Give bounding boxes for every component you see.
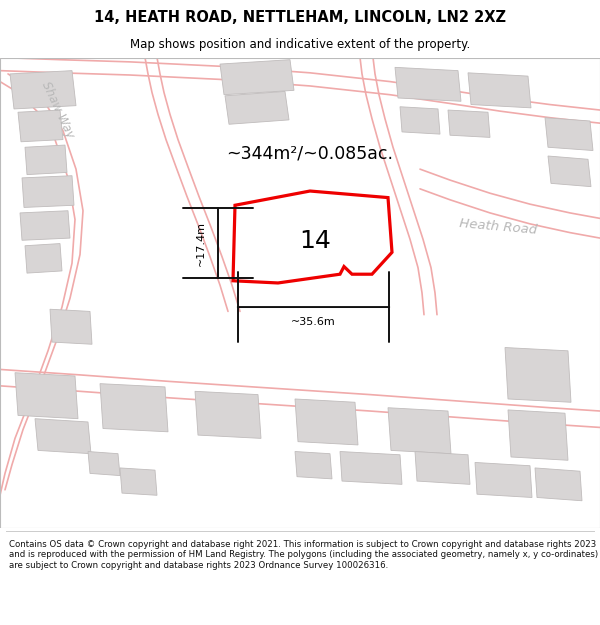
Polygon shape: [35, 419, 91, 454]
Polygon shape: [415, 451, 470, 484]
Polygon shape: [18, 110, 63, 142]
Polygon shape: [548, 156, 591, 187]
Polygon shape: [340, 451, 402, 484]
Text: 14: 14: [299, 229, 331, 253]
Polygon shape: [220, 60, 294, 95]
Text: Shaw Way: Shaw Way: [39, 80, 77, 141]
Text: ~344m²/~0.085ac.: ~344m²/~0.085ac.: [227, 145, 394, 163]
Polygon shape: [100, 384, 168, 432]
Polygon shape: [25, 244, 62, 273]
Polygon shape: [475, 462, 532, 498]
Polygon shape: [535, 468, 582, 501]
Text: Contains OS data © Crown copyright and database right 2021. This information is : Contains OS data © Crown copyright and d…: [9, 540, 598, 569]
Polygon shape: [468, 73, 531, 108]
Text: 14, HEATH ROAD, NETTLEHAM, LINCOLN, LN2 2XZ: 14, HEATH ROAD, NETTLEHAM, LINCOLN, LN2 …: [94, 10, 506, 25]
Polygon shape: [15, 372, 78, 419]
Polygon shape: [20, 211, 70, 240]
Polygon shape: [233, 191, 392, 283]
Polygon shape: [545, 118, 593, 151]
Text: Map shows position and indicative extent of the property.: Map shows position and indicative extent…: [130, 38, 470, 51]
Text: Heath Road: Heath Road: [458, 217, 538, 237]
Polygon shape: [22, 176, 74, 208]
Polygon shape: [388, 408, 451, 454]
Polygon shape: [400, 107, 440, 134]
Polygon shape: [295, 399, 358, 445]
Polygon shape: [10, 71, 76, 109]
Polygon shape: [448, 110, 490, 138]
Polygon shape: [120, 468, 157, 495]
Polygon shape: [395, 68, 461, 101]
Polygon shape: [505, 348, 571, 403]
Text: ~35.6m: ~35.6m: [291, 318, 336, 328]
Polygon shape: [295, 451, 332, 479]
Polygon shape: [195, 391, 261, 438]
Polygon shape: [25, 145, 67, 174]
Polygon shape: [508, 410, 568, 460]
Polygon shape: [88, 451, 120, 476]
Text: ~17.4m: ~17.4m: [196, 221, 206, 266]
Polygon shape: [50, 309, 92, 344]
Polygon shape: [225, 91, 289, 124]
